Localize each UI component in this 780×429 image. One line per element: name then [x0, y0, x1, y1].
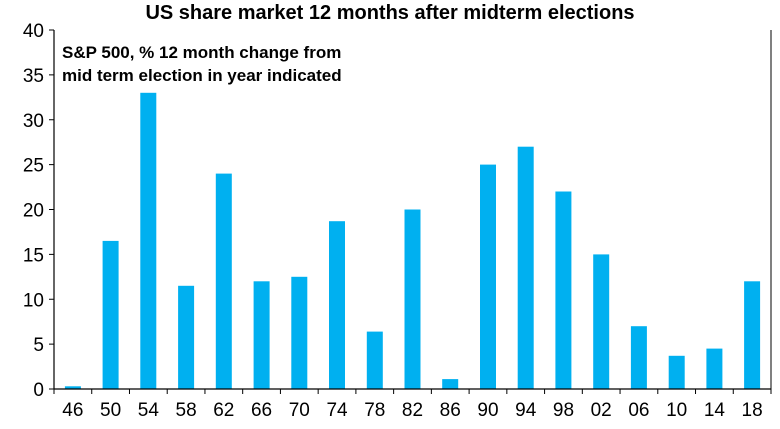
- y-tick-label: 25: [23, 156, 44, 177]
- bar-02: [593, 254, 610, 389]
- bar-14: [706, 348, 723, 389]
- bar-82: [404, 209, 421, 389]
- bar-group: [64, 92, 761, 390]
- x-tick-label: 78: [364, 400, 385, 421]
- x-tick-label: 14: [704, 400, 726, 421]
- bar-46: [64, 386, 81, 389]
- x-tick-label: 54: [138, 400, 160, 421]
- bar-06: [630, 326, 647, 389]
- y-tick-label: 0: [33, 380, 44, 401]
- x-tick-label: 06: [628, 400, 649, 421]
- x-tick-label: 50: [100, 400, 121, 421]
- annotation-line-1: S&P 500, % 12 month change from: [62, 43, 342, 62]
- x-tick-label: 82: [402, 400, 423, 421]
- y-tick-label: 35: [23, 66, 44, 87]
- y-tick-label: 20: [23, 201, 44, 222]
- x-tick-label: 90: [477, 400, 498, 421]
- y-tick-label: 15: [23, 245, 44, 266]
- bar-98: [555, 191, 572, 389]
- bar-66: [253, 281, 270, 389]
- x-tick-label: 86: [440, 400, 461, 421]
- bar-10: [668, 355, 685, 389]
- x-tick-label: 62: [213, 400, 234, 421]
- y-tick-label: 30: [23, 111, 44, 132]
- x-tick-label: 58: [176, 400, 197, 421]
- x-axis-ticks: 46 50 54 58 62 66 70 74 78 82 86 90 94 98 02 06 10 14 18: [53, 389, 772, 421]
- bar-58: [178, 285, 195, 389]
- bar-74: [329, 221, 345, 389]
- x-tick-label: 98: [553, 400, 574, 421]
- bar-78: [366, 331, 383, 389]
- x-tick-label: 66: [251, 400, 272, 421]
- bar-18: [744, 281, 761, 389]
- y-axis-ticks: 0 5 10 15 20 25 30 35 40: [23, 21, 54, 401]
- y-tick-label: 10: [23, 290, 44, 311]
- y-tick-label: 40: [23, 21, 44, 42]
- bar-70: [291, 276, 308, 389]
- y-tick-label: 5: [33, 335, 44, 356]
- bar-62: [215, 173, 232, 389]
- bar-90: [480, 164, 496, 389]
- bar-50: [102, 240, 119, 389]
- x-tick-label: 70: [289, 400, 310, 421]
- chart-title: US share market 12 months after midterm …: [145, 2, 635, 24]
- annotation-line-2: mid term election in year indicated: [62, 66, 342, 85]
- x-tick-label: 18: [742, 400, 763, 421]
- x-tick-label: 46: [62, 400, 83, 421]
- bar-54: [140, 92, 157, 390]
- x-tick-label: 74: [326, 400, 348, 421]
- x-tick-label: 02: [591, 400, 612, 421]
- x-tick-label: 10: [666, 400, 687, 421]
- x-tick-label: 94: [515, 400, 537, 421]
- bar-86: [442, 379, 459, 389]
- chart-annotation: S&P 500, % 12 month change from mid term…: [62, 41, 342, 87]
- bar-94: [517, 146, 534, 389]
